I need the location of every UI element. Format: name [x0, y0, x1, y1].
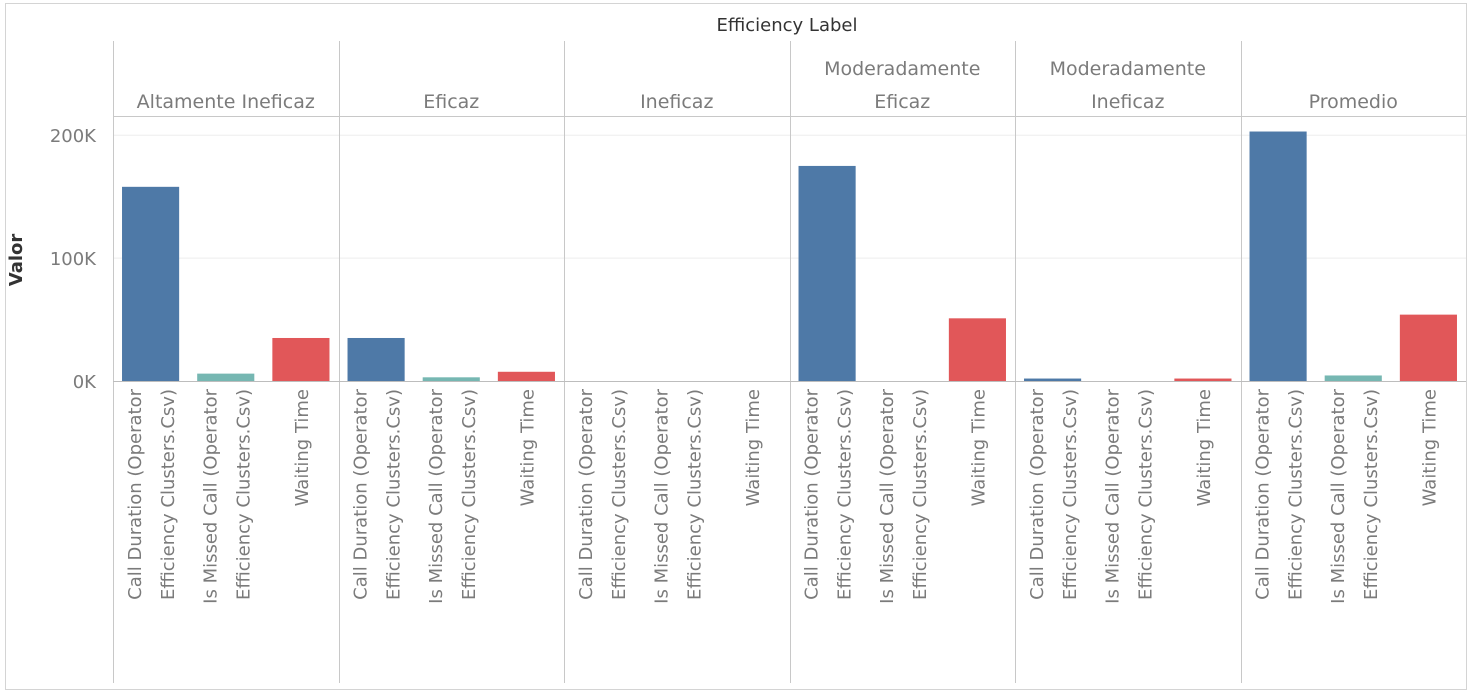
chart-title: Efficiency Label [717, 15, 858, 36]
x-tick-label: Waiting Time [968, 389, 989, 506]
bar [1249, 131, 1307, 381]
group-label: Ineficaz [1091, 91, 1164, 113]
group-label: Ineficaz [640, 91, 713, 113]
x-tick-label: Waiting Time [1194, 389, 1215, 506]
x-tick-label: Is Missed Call (Operator [426, 388, 447, 603]
bar [422, 377, 480, 381]
x-tick-label: Call Duration (Operator [125, 388, 146, 599]
bar [272, 337, 330, 381]
x-tick-label: Call Duration (Operator [1027, 388, 1048, 599]
x-tick-label: Is Missed Call (Operator [877, 388, 898, 603]
x-tick-label: Efficiency Clusters.Csv) [1135, 389, 1156, 600]
x-tick-label: Efficiency Clusters.Csv) [158, 389, 179, 600]
y-tick-label: 200K [50, 126, 97, 147]
group-label: Eficaz [423, 91, 479, 113]
bar [1399, 314, 1457, 381]
group-label: Eficaz [874, 91, 930, 113]
group-label: Moderadamente [824, 58, 980, 80]
bar [948, 318, 1006, 381]
y-tick-label: 100K [50, 249, 97, 270]
x-tick-label: Waiting Time [1419, 389, 1440, 506]
bar [122, 186, 180, 381]
x-tick-label: Waiting Time [743, 389, 764, 506]
axes-layer [113, 41, 1466, 683]
y-tick-label: 0K [73, 372, 97, 393]
bar [497, 371, 555, 381]
x-tick-label: Call Duration (Operator [351, 388, 372, 599]
x-tick-label: Efficiency Clusters.Csv) [459, 389, 480, 600]
x-tick-label: Efficiency Clusters.Csv) [1286, 389, 1307, 600]
x-tick-label: Efficiency Clusters.Csv) [684, 389, 705, 600]
bar [347, 337, 405, 381]
x-tick-label: Is Missed Call (Operator [1102, 388, 1123, 603]
x-tick-label: Efficiency Clusters.Csv) [609, 389, 630, 600]
x-tick-label: Efficiency Clusters.Csv) [835, 389, 856, 600]
grid-layer [113, 134, 1466, 259]
group-label: Altamente Ineficaz [137, 91, 315, 113]
bar [1174, 378, 1232, 381]
x-tick-label: Efficiency Clusters.Csv) [910, 389, 931, 600]
group-label: Promedio [1309, 91, 1398, 113]
x-tick-label: Efficiency Clusters.Csv) [233, 389, 254, 600]
group-label: Moderadamente [1050, 58, 1206, 80]
bar [1324, 375, 1382, 381]
bar [798, 165, 856, 381]
x-tick-label: Efficiency Clusters.Csv) [1361, 389, 1382, 600]
x-tick-label: Waiting Time [517, 389, 538, 506]
x-tick-label: Waiting Time [292, 389, 313, 506]
x-tick-label: Is Missed Call (Operator [200, 388, 221, 603]
x-tick-label: Efficiency Clusters.Csv) [384, 389, 405, 600]
x-tick-label: Efficiency Clusters.Csv) [1060, 389, 1081, 600]
x-tick-label: Call Duration (Operator [802, 388, 823, 599]
x-tick-label: Call Duration (Operator [576, 388, 597, 599]
chart-border [5, 3, 1467, 690]
y-axis-label: Valor [6, 234, 27, 287]
x-tick-label: Call Duration (Operator [1253, 388, 1274, 599]
x-tick-label: Is Missed Call (Operator [651, 388, 672, 603]
bar [197, 373, 255, 381]
x-tick-label: Is Missed Call (Operator [1328, 388, 1349, 603]
bars-layer [122, 131, 1457, 381]
labels-layer: 0K 100K 200K Altamente Ineficaz Eficaz Inefic… [50, 58, 1441, 604]
bar [1024, 378, 1082, 381]
